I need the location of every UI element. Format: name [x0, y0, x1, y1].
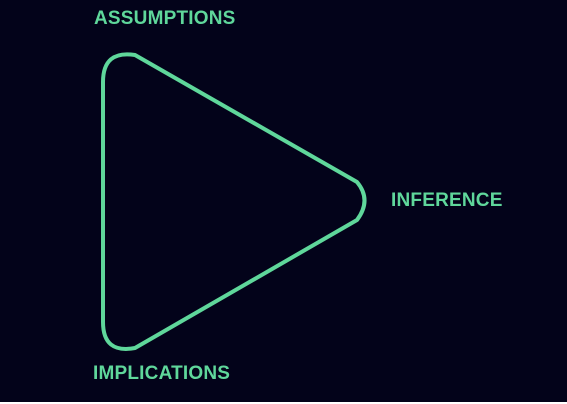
rounded-triangle-outline — [101, 52, 367, 351]
vertex-label-inference: INFERENCE — [391, 190, 503, 211]
vertex-label-implications: IMPLICATIONS — [93, 363, 231, 384]
vertex-label-assumptions: ASSUMPTIONS — [94, 8, 236, 29]
